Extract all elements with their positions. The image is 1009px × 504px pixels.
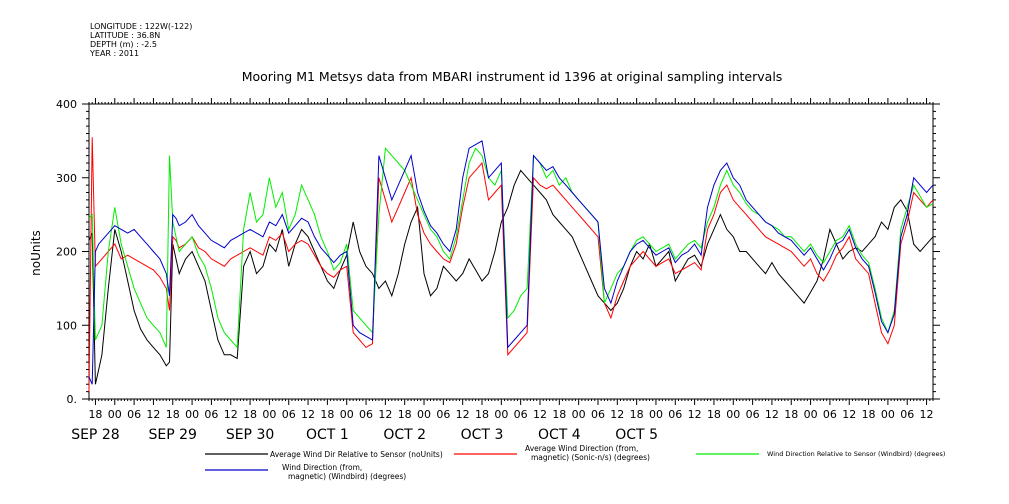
x-tick-label: 06 [127,408,141,421]
series-line-1 [88,169,934,385]
x-tick-label: 00 [649,408,663,421]
x-tick-label: 12 [146,408,160,421]
x-tick-label: 06 [668,408,682,421]
x-tick-label: 00 [494,408,508,421]
y-tick-label: 300 [56,172,77,185]
legend: Average Wind Dir Relative to Sensor (noU… [205,444,945,481]
x-tick-label: 18 [552,408,566,421]
x-tick-label: 18 [784,408,798,421]
x-tick-label: 00 [185,408,199,421]
x-tick-label: 12 [610,408,624,421]
x-date-label: OCT 2 [383,427,426,443]
y-tick-label: 400 [56,98,77,111]
series-line-4 [88,140,934,385]
x-tick-label: 12 [842,408,856,421]
series-lines [88,137,934,392]
series-line-3 [88,147,934,349]
x-date-label: SEP 29 [149,427,197,443]
chart-title: Mooring M1 Metsys data from MBARI instru… [242,69,783,84]
x-tick-label: 00 [881,408,895,421]
x-tick-label: 18 [88,408,102,421]
x-date-label: OCT 3 [461,427,504,443]
depth-label: DEPTH (m) : -2.5 [90,40,157,49]
x-tick-label: 12 [920,408,934,421]
x-tick-label: 00 [804,408,818,421]
x-tick-label: 06 [746,408,760,421]
x-tick-label: 06 [823,408,837,421]
x-tick-label: 12 [765,408,779,421]
x-tick-label: 18 [707,408,721,421]
year-label: YEAR : 2011 [90,49,140,58]
legend-label-1: Average Wind Dir Relative to Sensor (noU… [270,450,443,459]
x-date-label: SEP 28 [71,427,119,443]
x-tick-label: 00 [108,408,122,421]
y-tick-label: 200 [56,246,77,259]
x-tick-label: 18 [630,408,644,421]
x-tick-label: 12 [456,408,470,421]
x-tick-label: 18 [398,408,412,421]
x-tick-label: 00 [262,408,276,421]
x-tick-label: 06 [591,408,605,421]
plot-frame [88,103,934,400]
x-tick-label: 06 [900,408,914,421]
x-date-label: OCT 4 [538,427,581,443]
x-tick-label: 06 [514,408,528,421]
x-tick-label: 00 [340,408,354,421]
latitude-label: LATITUDE : 36.8N [90,31,161,40]
x-date-label: SEP 30 [226,427,274,443]
x-tick-label: 12 [224,408,238,421]
x-date-label: OCT 5 [615,427,658,443]
x-tick-label: 18 [166,408,180,421]
x-tick-label: 18 [243,408,257,421]
x-tick-label: 00 [726,408,740,421]
series-line-2 [88,137,934,392]
y-axis-label: noUnits [29,230,43,276]
y-axis: 0. 100 200 300 400 [56,98,940,406]
x-tick-label: 06 [359,408,373,421]
legend-label-4: Wind Direction (from, magnetic) (Windbird… [282,463,406,481]
y-tick-label: 0. [67,393,78,406]
x-tick-label: 12 [378,408,392,421]
x-tick-label: 12 [533,408,547,421]
x-tick-label: 06 [204,408,218,421]
legend-label-2: Average Wind Direction (from, magnetic) (… [525,444,650,462]
x-tick-label: 06 [436,408,450,421]
x-axis: 18 00 06 12 18 00 06 12 18 00 06 12 18 00 06 12 18 00 06 12… [71,98,934,443]
x-tick-label: 12 [301,408,315,421]
x-tick-label: 00 [572,408,586,421]
x-tick-label: 18 [862,408,876,421]
x-tick-label: 12 [688,408,702,421]
y-tick-label: 100 [56,319,77,332]
x-tick-label: 18 [475,408,489,421]
metadata-block: LONGITUDE : 122W(-122) LATITUDE : 36.8N … [90,22,192,58]
x-tick-label: 00 [417,408,431,421]
legend-label-3: Wind Direction Relative to Sensor (Windb… [767,450,945,458]
x-tick-label: 18 [320,408,334,421]
x-date-label: OCT 1 [306,427,349,443]
x-tick-label: 06 [282,408,296,421]
longitude-label: LONGITUDE : 122W(-122) [90,22,193,31]
